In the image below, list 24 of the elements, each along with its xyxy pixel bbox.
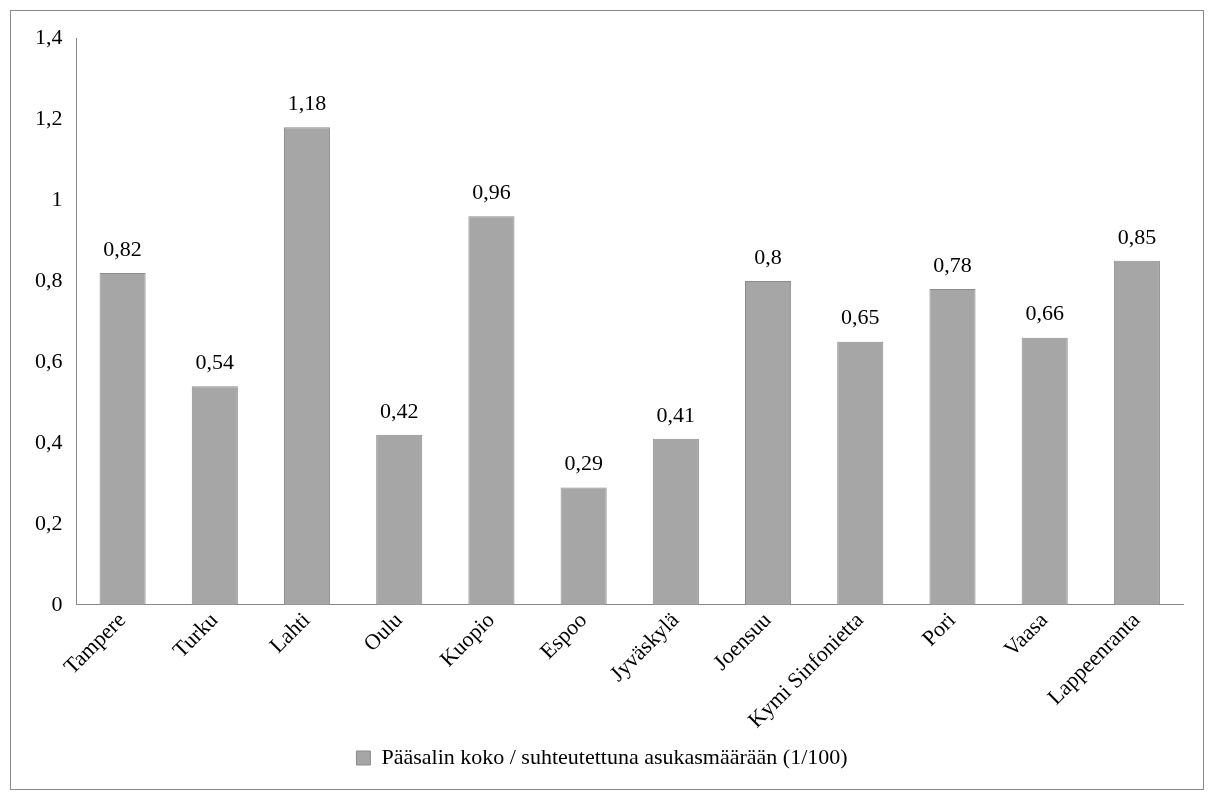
legend-label: Pääsalin koko / suhteutettuna asukasmäärään (1/100): [381, 743, 848, 769]
data-label: 0,41: [656, 401, 696, 427]
data-label: 0,42: [379, 397, 419, 423]
data-label: 0,66: [1025, 300, 1064, 326]
data-label: 0,78: [933, 251, 972, 277]
y-tick-label: 0,8: [35, 266, 63, 292]
data-label: 0,8: [754, 243, 782, 269]
data-label: 0,96: [472, 179, 511, 205]
data-label: 0,29: [564, 450, 603, 476]
x-tick-label: Vaasa: [998, 606, 1053, 661]
x-tick-label: Pori: [916, 607, 961, 651]
data-label: 0,85: [1117, 223, 1157, 249]
x-tick-label: Oulu: [358, 607, 407, 656]
y-tick-label: 1,2: [35, 104, 63, 130]
y-tick-label: 0,2: [35, 509, 63, 535]
y-tick-label: 0,6: [35, 347, 63, 373]
data-label: 1,18: [287, 90, 327, 116]
y-tick-label: 1: [51, 185, 63, 211]
y-tick-label: 0,4: [35, 428, 63, 454]
data-label: 0,65: [841, 304, 880, 330]
data-label: 0,54: [195, 349, 235, 374]
y-tick-label: 0: [51, 590, 63, 616]
data-label: 0,82: [103, 235, 142, 261]
y-tick-label: 1,4: [35, 23, 63, 49]
